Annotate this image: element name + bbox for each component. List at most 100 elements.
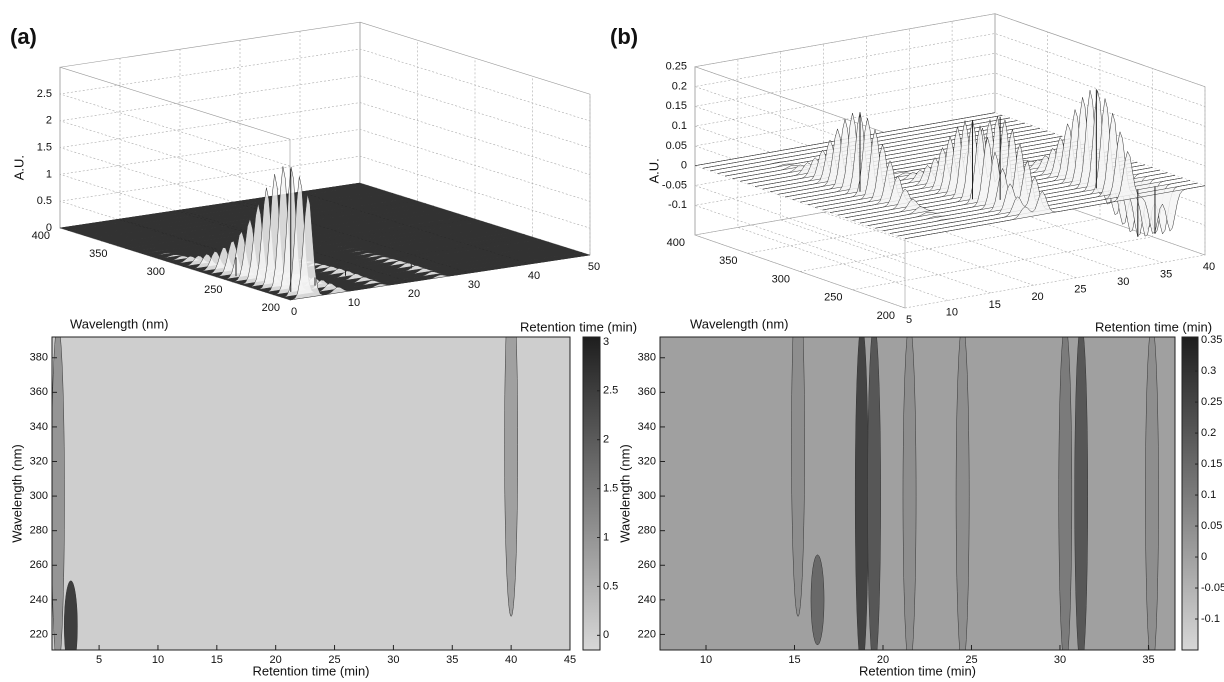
y-tick-label: 380 (638, 352, 656, 364)
colorbar-tick-label: 2.5 (603, 385, 618, 397)
z-tick-label: 0.2 (672, 80, 687, 92)
colorbar (582, 336, 601, 651)
y-tick-label: 300 (772, 273, 790, 285)
contour-peak (810, 554, 825, 646)
y-tick-label: 320 (638, 455, 656, 467)
colorbar-tick-label: 2 (603, 434, 609, 446)
x-tick-label: 40 (528, 270, 540, 282)
y-tick-label: 350 (719, 255, 737, 267)
y-tick-label: 260 (638, 559, 656, 571)
z-tick-label: 1 (46, 168, 52, 180)
colorbar-tick-label: 0.1 (1201, 489, 1216, 501)
surface-slice (101, 195, 402, 242)
x-tick-label: 40 (1203, 261, 1215, 273)
grid-line (904, 86, 1206, 309)
contour-peak (854, 337, 869, 650)
y-tick-label: 360 (30, 386, 48, 398)
y-tick-label: 250 (824, 292, 842, 304)
y-tick-label: 360 (638, 386, 656, 398)
x-tick-label: 25 (1074, 284, 1086, 296)
contour-peak (902, 337, 917, 650)
surface-slice (92, 193, 393, 239)
x-tick-label: 5 (906, 314, 912, 326)
colorbar-tick-label: 0.25 (1201, 396, 1222, 408)
x-tick-label: 45 (564, 654, 576, 666)
y-tick-label: 300 (30, 490, 48, 502)
surface-plot: 0 0.5 1 1.5 2 2.5 0 10 20 30 40 50 200 250 300 350 400 (a… (10, 21, 637, 334)
z-tick-label: 0.5 (37, 195, 52, 207)
y-tick-label: 240 (638, 594, 656, 606)
z-tick-label: 0 (46, 222, 52, 234)
x-tick-label: 10 (946, 306, 958, 318)
grid-line (59, 75, 591, 194)
y-tick-label: 340 (30, 421, 48, 433)
colorbar-tick-label: 0.35 (1201, 334, 1222, 346)
x-tick-label: 30 (1054, 654, 1066, 666)
z-tick-label: 1.5 (37, 142, 52, 154)
x-tick-label: 40 (505, 654, 517, 666)
contour-peak (1074, 337, 1089, 650)
colorbar-tick-label: 0.15 (1201, 458, 1222, 470)
surface-plot: -0.1 -0.05 0 0.05 0.1 0.15 0.2 0.25 5 10 15 20 25 30 3… (610, 13, 1215, 334)
z-tick-label: 0 (681, 160, 687, 172)
colorbar-tick-label: 0.2 (1201, 427, 1216, 439)
plot-frame (51, 336, 571, 651)
plot-background (660, 337, 1175, 650)
surface-slice (904, 150, 1206, 239)
y-tick-label: 250 (204, 284, 222, 296)
x-tick-label: 25 (965, 654, 977, 666)
x-axis-label: Retention time (min) (859, 663, 976, 678)
y-tick-label: 200 (877, 310, 895, 322)
contour-plot: 5 10 15 20 25 30 35 40 4522024026028030032034036… (9, 336, 618, 679)
colorbar-tick-label: 0 (603, 629, 609, 641)
grid-line (852, 68, 1153, 291)
colorbar-tick-label: 0.05 (1201, 520, 1222, 532)
y-tick-label: 300 (638, 490, 656, 502)
z-tick-label: 0.15 (666, 100, 687, 112)
x-tick-label: 15 (989, 299, 1001, 311)
y-tick-label: 400 (32, 230, 50, 242)
y-tick-label: 400 (667, 237, 685, 249)
x-tick-label: 35 (1160, 268, 1172, 280)
z-tick-label: 0.1 (672, 120, 687, 132)
x-tick-label: 10 (700, 654, 712, 666)
y-axis-label: Wavelength (nm) (690, 316, 789, 331)
contour-peak (1145, 337, 1159, 650)
y-tick-label: 350 (89, 248, 107, 260)
colorbar-tick-label: 0 (1201, 551, 1207, 563)
colorbar-tick-label: 0.3 (1201, 365, 1216, 377)
x-tick-label: 30 (1117, 276, 1129, 288)
colorbar (1181, 336, 1199, 651)
surface-slice (289, 194, 591, 301)
x-tick-label: 35 (446, 654, 458, 666)
contour-peak (867, 337, 881, 650)
surface-slice (281, 176, 582, 298)
z-tick-label: -0.05 (662, 179, 687, 191)
y-axis-label: Wavelength (nm) (9, 444, 24, 543)
x-tick-label: 10 (152, 654, 164, 666)
y-tick-label: 320 (30, 455, 48, 467)
x-tick-label: 20 (270, 654, 282, 666)
x-tick-label: 10 (348, 297, 360, 309)
y-tick-label: 340 (638, 421, 656, 433)
x-tick-label: 20 (408, 288, 420, 300)
y-axis-label: Wavelength (nm) (70, 316, 169, 331)
x-tick-label: 15 (211, 654, 223, 666)
z-tick-label: 0.05 (666, 140, 687, 152)
colorbar-tick-label: 1 (603, 531, 609, 543)
x-axis-label: Retention time (min) (1095, 319, 1212, 334)
contour-plot: 10 15 20 25 30 35 220 240 260 280 300 320 340 360 380 R… (617, 334, 1224, 678)
colorbar-tick-label: 3 (603, 336, 609, 348)
y-tick-label: 280 (30, 525, 48, 537)
z-axis-label: A.U. (646, 158, 661, 183)
y-tick-label: 240 (30, 594, 48, 606)
grid-line (59, 102, 591, 220)
y-tick-label: 200 (262, 302, 280, 314)
contour-peak (955, 337, 970, 650)
x-tick-label: 15 (788, 654, 800, 666)
contour-peak (791, 337, 805, 617)
x-axis-label: Retention time (min) (252, 663, 369, 678)
y-tick-label: 380 (30, 352, 48, 364)
z-tick-label: -0.1 (668, 199, 687, 211)
